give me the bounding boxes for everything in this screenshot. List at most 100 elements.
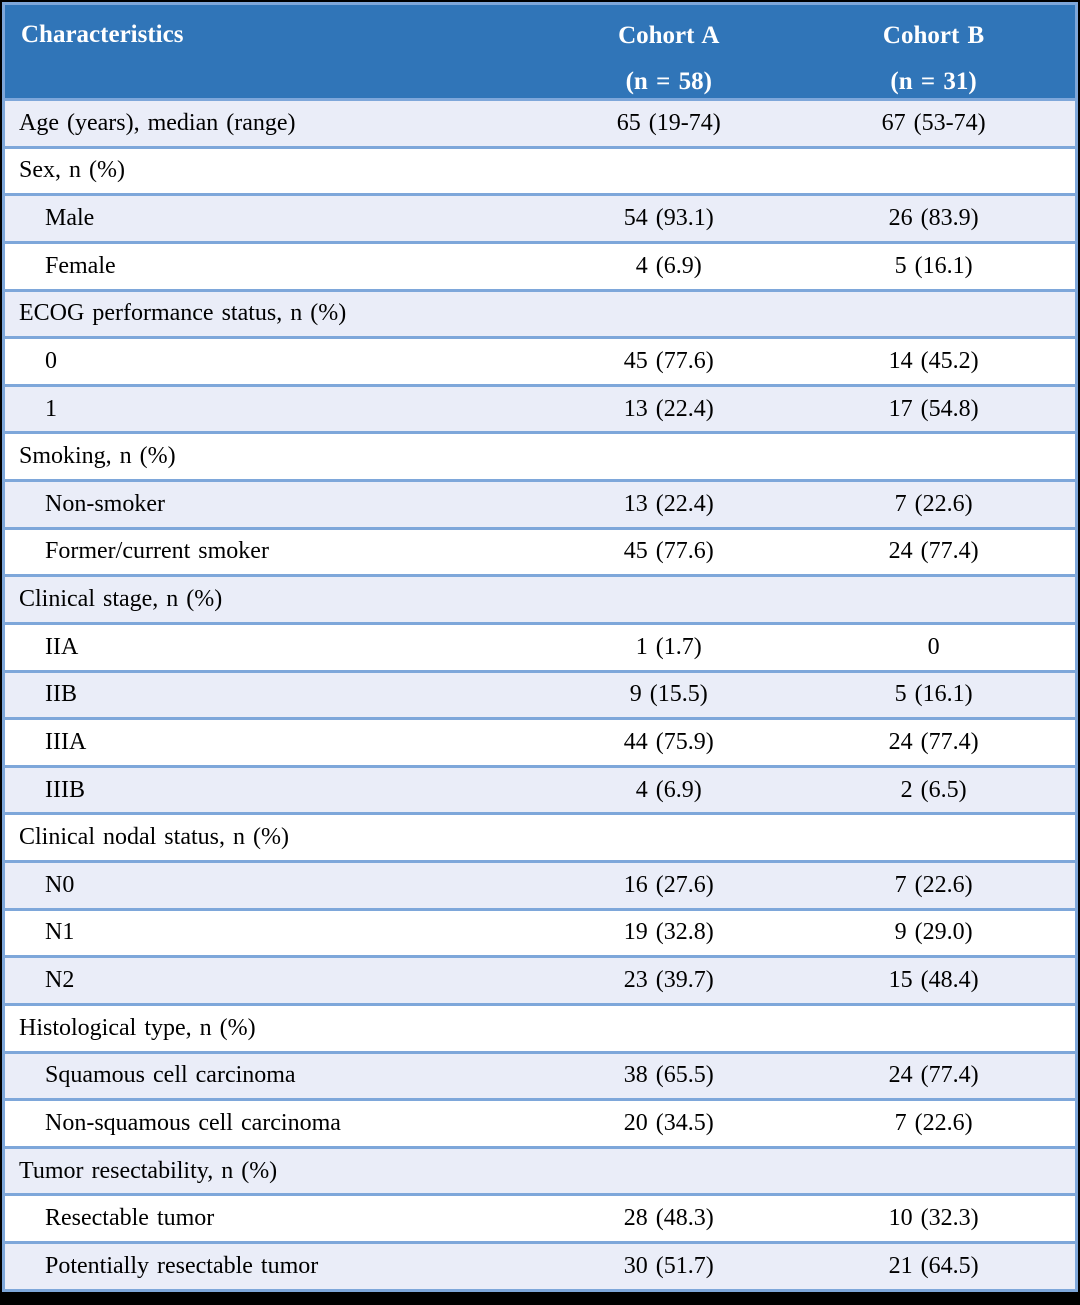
row-label: Clinical stage, n (%)	[3, 575, 546, 625]
cohort-a-value: 44 (75.9)	[545, 718, 793, 768]
row-label: IIIB	[3, 766, 546, 816]
cohort-a-value: 23 (39.7)	[545, 956, 793, 1006]
row-label: Resectable tumor	[3, 1194, 546, 1244]
cohort-a-value	[545, 432, 793, 482]
row-label: Non-squamous cell carcinoma	[3, 1099, 546, 1149]
row-label: Smoking, n (%)	[3, 432, 546, 482]
cohort-a-value: 45 (77.6)	[545, 528, 793, 578]
header-row: Characteristics Cohort A (n = 58) Cohort…	[3, 3, 1077, 101]
row-label: N1	[3, 909, 546, 959]
cohort-b-value	[792, 813, 1077, 863]
row-label: 0	[3, 337, 546, 387]
table-row: 1 13 (22.4) 17 (54.8)	[3, 385, 1077, 435]
cohort-a-value: 16 (27.6)	[545, 861, 793, 911]
cohort-a-value: 20 (34.5)	[545, 1099, 793, 1149]
table-row: Resectable tumor 28 (48.3) 10 (32.3)	[3, 1194, 1077, 1244]
cohort-b-value: 7 (22.6)	[792, 480, 1077, 530]
row-label: Tumor resectability, n (%)	[3, 1147, 546, 1197]
cohort-a-value: 45 (77.6)	[545, 337, 793, 387]
cohort-a-value: 38 (65.5)	[545, 1052, 793, 1102]
cohort-a-value	[545, 813, 793, 863]
cohort-b-value: 24 (77.4)	[792, 718, 1077, 768]
row-label: Age (years), median (range)	[3, 99, 546, 149]
row-label: Female	[3, 242, 546, 292]
cohort-a-value	[545, 147, 793, 197]
table-row: N0 16 (27.6) 7 (22.6)	[3, 861, 1077, 911]
table-row: Age (years), median (range) 65 (19-74) 6…	[3, 99, 1077, 149]
cohort-a-value: 9 (15.5)	[545, 671, 793, 721]
row-label: Male	[3, 194, 546, 244]
table-row: ECOG performance status, n (%)	[3, 290, 1077, 340]
cohort-b-value: 7 (22.6)	[792, 1099, 1077, 1149]
cohort-b-value: 26 (83.9)	[792, 194, 1077, 244]
cohort-b-value	[792, 1147, 1077, 1197]
table-row: IIB 9 (15.5) 5 (16.1)	[3, 671, 1077, 721]
cohort-a-value: 13 (22.4)	[545, 480, 793, 530]
table-row: Non-smoker 13 (22.4) 7 (22.6)	[3, 480, 1077, 530]
cohort-b-value: 67 (53-74)	[792, 99, 1077, 149]
row-label: Potentially resectable tumor	[45, 1253, 319, 1279]
cohort-b-value: 14 (45.2)	[792, 337, 1077, 387]
cohort-b-value	[792, 1004, 1077, 1054]
table-row: N2 23 (39.7) 15 (48.4)	[3, 956, 1077, 1006]
table-row: Tumor resectability, n (%)	[3, 1147, 1077, 1197]
cohort-b-value	[792, 290, 1077, 340]
table-row: Histological type, n (%)	[3, 1004, 1077, 1054]
table-row: Potentially resectable tumor 30 (51.7) 2…	[3, 1242, 1077, 1291]
table-row: Squamous cell carcinoma 38 (65.5) 24 (77…	[3, 1052, 1077, 1102]
cohort-b-value	[792, 575, 1077, 625]
table-row: Smoking, n (%)	[3, 432, 1077, 482]
cohort-b-value: 2 (6.5)	[792, 766, 1077, 816]
cohort-b-name: Cohort B	[882, 22, 985, 49]
row-label: IIB	[3, 671, 546, 721]
cohort-a-value: 28 (48.3)	[545, 1194, 793, 1244]
cohort-a-value: 4 (6.9)	[545, 242, 793, 292]
table-row: IIIB 4 (6.9) 2 (6.5)	[3, 766, 1077, 816]
cohort-b-value: 10 (32.3)	[792, 1194, 1077, 1244]
cohort-a-name: Cohort A	[618, 22, 720, 49]
row-label: Squamous cell carcinoma	[3, 1052, 546, 1102]
table-body: Age (years), median (range) 65 (19-74) 6…	[3, 99, 1077, 1291]
table-row: Female 4 (6.9) 5 (16.1)	[3, 242, 1077, 292]
cohort-b-value: 5 (16.1)	[792, 242, 1077, 292]
row-label: IIA	[3, 623, 546, 673]
cohort-a-value: 19 (32.8)	[545, 909, 793, 959]
table-row: N1 19 (32.8) 9 (29.0)	[3, 909, 1077, 959]
cohort-b-value: 21 (64.5)	[888, 1253, 979, 1279]
table-row: Non-squamous cell carcinoma 20 (34.5) 7 …	[3, 1099, 1077, 1149]
cohort-a-value: 13 (22.4)	[545, 385, 793, 435]
cohort-a-value	[545, 290, 793, 340]
cohort-b-value: 17 (54.8)	[792, 385, 1077, 435]
row-label: Non-smoker	[3, 480, 546, 530]
cohort-a-value	[545, 575, 793, 625]
table-row: IIA 1 (1.7) 0	[3, 623, 1077, 673]
cohort-a-value: 1 (1.7)	[545, 623, 793, 673]
cohort-b-value: 0	[792, 623, 1077, 673]
row-label: Former/current smoker	[3, 528, 546, 578]
col-header-cohort-b: Cohort B (n = 31)	[792, 3, 1077, 101]
col-header-cohort-a: Cohort A (n = 58)	[545, 3, 793, 101]
table-row: Sex, n (%)	[3, 147, 1077, 197]
row-label: N0	[3, 861, 546, 911]
col-header-characteristics: Characteristics	[3, 3, 546, 101]
cohort-b-value	[792, 147, 1077, 197]
cohort-a-value	[545, 1147, 793, 1197]
row-label: Sex, n (%)	[3, 147, 546, 197]
table-row: Male 54 (93.1) 26 (83.9)	[3, 194, 1077, 244]
row-label: Clinical nodal status, n (%)	[3, 813, 546, 863]
row-label: IIIA	[3, 718, 546, 768]
cohort-a-value: 30 (51.7)	[623, 1253, 714, 1279]
cohort-a-value: 4 (6.9)	[545, 766, 793, 816]
cohort-b-sample-size: (n = 31)	[890, 68, 977, 95]
table-header: Characteristics Cohort A (n = 58) Cohort…	[3, 3, 1077, 101]
row-label: N2	[3, 956, 546, 1006]
row-label: ECOG performance status, n (%)	[3, 290, 546, 340]
cohort-a-value	[545, 1004, 793, 1054]
table-row: Former/current smoker 45 (77.6) 24 (77.4…	[3, 528, 1077, 578]
table-row: IIIA 44 (75.9) 24 (77.4)	[3, 718, 1077, 768]
row-label: Histological type, n (%)	[3, 1004, 546, 1054]
cohort-b-value: 24 (77.4)	[792, 528, 1077, 578]
table-row: 0 45 (77.6) 14 (45.2)	[3, 337, 1077, 387]
